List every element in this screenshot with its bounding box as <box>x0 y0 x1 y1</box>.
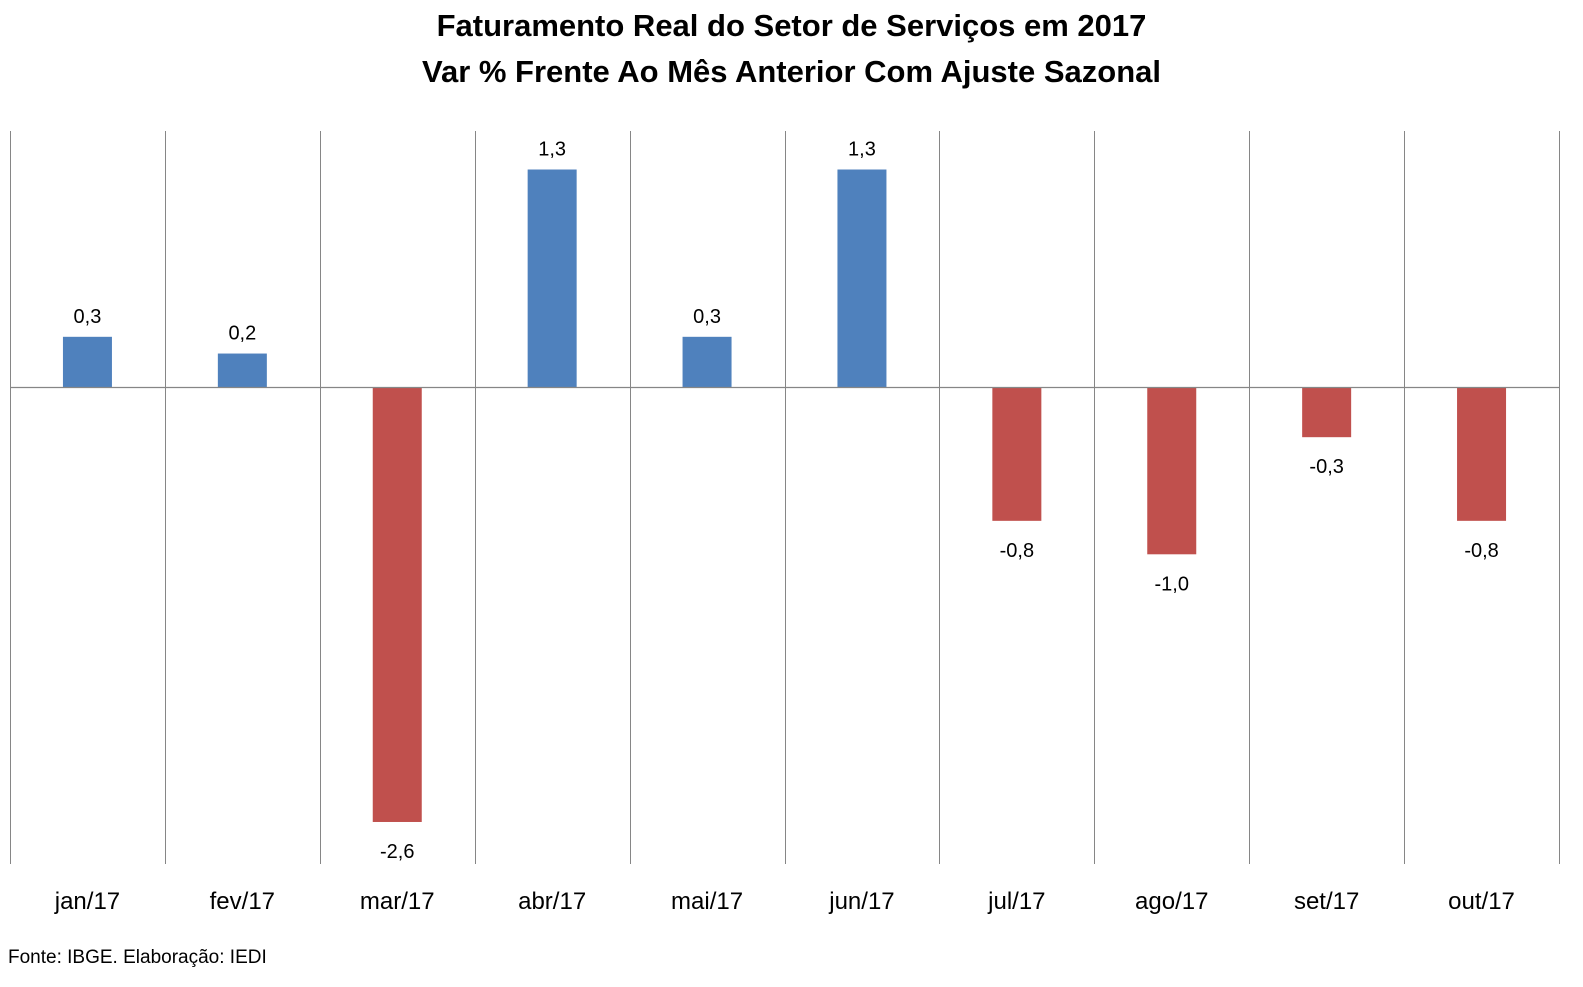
x-tick-label: ago/17 <box>1135 888 1208 915</box>
data-label: 0,3 <box>693 306 721 328</box>
x-tick-label: abr/17 <box>518 888 586 915</box>
bar <box>527 169 577 387</box>
bar <box>1457 387 1507 521</box>
x-tick-label: set/17 <box>1294 888 1359 915</box>
chart-subtitle: Var % Frente Ao Mês Anterior Com Ajuste … <box>422 54 1161 89</box>
x-tick-label: out/17 <box>1448 888 1515 915</box>
bar <box>992 387 1042 521</box>
data-label: 1,3 <box>848 139 876 161</box>
bar <box>682 336 732 387</box>
bar <box>1147 387 1197 555</box>
data-label: -2,6 <box>380 841 414 863</box>
data-label: -0,8 <box>1000 540 1034 562</box>
x-tick-label: fev/17 <box>210 888 275 915</box>
bar <box>217 353 267 387</box>
bar <box>62 336 112 387</box>
data-label: 1,3 <box>538 139 566 161</box>
data-label: 0,3 <box>74 306 102 328</box>
data-label: -1,0 <box>1155 573 1189 595</box>
data-label: 0,2 <box>228 323 256 345</box>
x-tick-label: jan/17 <box>54 888 120 915</box>
data-label: -0,3 <box>1309 456 1343 478</box>
bar <box>372 387 422 822</box>
bar <box>837 169 887 387</box>
x-tick-label: mar/17 <box>360 888 435 915</box>
chart-title: Faturamento Real do Setor de Serviços em… <box>436 8 1147 43</box>
x-tick-label: mai/17 <box>671 888 743 915</box>
x-tick-label: jul/17 <box>987 888 1045 915</box>
data-label: -0,8 <box>1464 540 1498 562</box>
bar <box>1302 387 1352 438</box>
source-note: Fonte: IBGE. Elaboração: IEDI <box>8 947 267 968</box>
x-tick-label: jun/17 <box>828 888 894 915</box>
bar-chart: 0,3 jan/17 0,2 fev/17 -2,6 mar/17 1,3 abr/17 0,3… <box>10 131 1560 915</box>
